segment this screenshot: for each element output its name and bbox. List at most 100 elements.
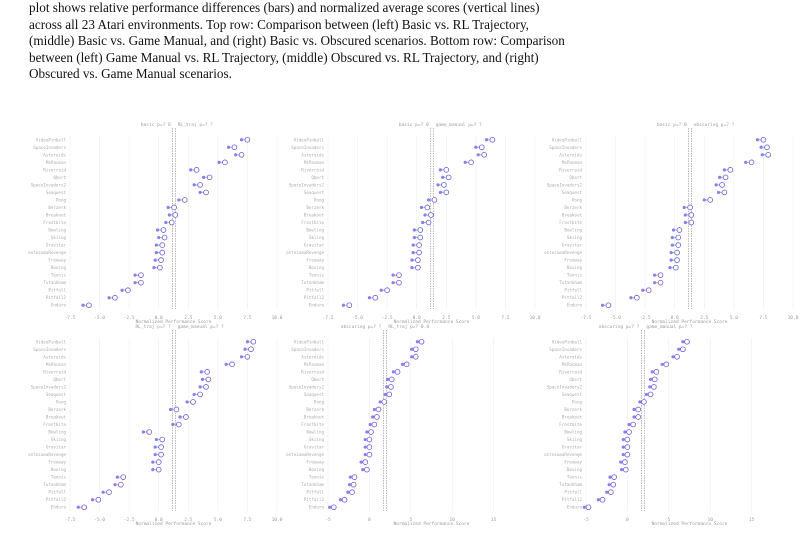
score-point bbox=[468, 159, 474, 166]
score-point bbox=[193, 167, 200, 173]
tick-label: -5.0 bbox=[94, 517, 105, 523]
score-point-small bbox=[436, 183, 440, 187]
tick-label: -5.0 bbox=[352, 315, 363, 321]
game-label: Berzerk bbox=[564, 407, 582, 412]
game-label: Asteroids bbox=[301, 152, 324, 157]
game-label: Frostbite bbox=[301, 220, 324, 225]
tick-label: 7.5 bbox=[243, 315, 251, 321]
tick-label: 0.0 bbox=[155, 517, 163, 523]
game-label: Seaquest bbox=[562, 392, 583, 397]
game-label: Gravitar bbox=[304, 445, 325, 450]
score-point bbox=[630, 421, 636, 428]
tick-label: 10.0 bbox=[272, 315, 283, 321]
score-point bbox=[181, 197, 188, 203]
score-point-small bbox=[368, 422, 372, 427]
score-point bbox=[684, 338, 690, 345]
score-point bbox=[349, 489, 355, 495]
game-label: Berzerk bbox=[564, 205, 582, 210]
score-point-small bbox=[171, 422, 175, 427]
score-point-small bbox=[716, 190, 721, 195]
score-point bbox=[155, 459, 162, 465]
game-label: Qbert bbox=[53, 175, 66, 180]
score-point-small bbox=[371, 415, 375, 419]
score-point-small bbox=[90, 498, 95, 502]
game-label: MsPacman bbox=[562, 160, 583, 165]
tick-label: -2.5 bbox=[382, 315, 393, 321]
score-point bbox=[238, 152, 245, 158]
score-point-small bbox=[641, 288, 645, 292]
score-point bbox=[197, 391, 203, 398]
game-label: Enduro bbox=[51, 303, 67, 308]
chart-svg: -5 0 5 10 15 Normalized Performance Score obsc… bbox=[286, 324, 497, 525]
score-point bbox=[608, 489, 614, 495]
tick-label: 5 bbox=[667, 517, 670, 523]
game-label: Tutankham bbox=[301, 482, 324, 487]
caption-line: across all 23 Atari environments. Top ro… bbox=[29, 16, 529, 32]
score-point bbox=[489, 136, 496, 143]
series-title-right: game_manual p=? ? bbox=[646, 324, 692, 330]
score-point bbox=[244, 354, 251, 360]
score-point-small bbox=[411, 243, 415, 247]
series-title-right: obscuring p=? ? bbox=[694, 122, 735, 128]
tick-label: -5 bbox=[583, 517, 589, 523]
score-point bbox=[425, 219, 432, 226]
score-point-small bbox=[410, 347, 414, 351]
score-point bbox=[626, 429, 632, 435]
score-point-small bbox=[391, 281, 395, 285]
score-point bbox=[412, 346, 419, 353]
score-point bbox=[674, 354, 680, 360]
score-point bbox=[158, 451, 164, 458]
chart-svg: -7.5 -5.0 -2.5 0.0 2.5 5.0 7.5 10.0 Normalized P… bbox=[28, 122, 283, 323]
caption-line: between (left) Game Manual vs. RL Trajec… bbox=[29, 49, 539, 65]
score-point-small bbox=[243, 347, 247, 351]
score-point-small bbox=[239, 138, 244, 142]
score-point-small bbox=[133, 273, 137, 277]
series-title-right: game_manual p=? ? bbox=[436, 122, 482, 128]
score-point-small bbox=[670, 235, 674, 240]
score-point bbox=[445, 174, 452, 181]
game-label: Asteroids bbox=[43, 152, 66, 157]
tick-label: -2.5 bbox=[124, 517, 135, 523]
score-point bbox=[663, 361, 670, 368]
game-label: Bowling bbox=[48, 228, 66, 233]
score-point bbox=[676, 227, 683, 233]
score-point bbox=[394, 369, 401, 375]
score-point bbox=[653, 369, 660, 375]
score-point bbox=[624, 436, 631, 443]
tick-label: -2.5 bbox=[124, 315, 135, 321]
score-point bbox=[81, 504, 87, 511]
score-point bbox=[112, 294, 118, 301]
series-title-left: obscuring p=? ? bbox=[599, 324, 640, 330]
score-point-small bbox=[670, 243, 674, 247]
tick-label: -7.5 bbox=[65, 315, 76, 321]
series-title-right: RL_traj p=? 0.8 bbox=[388, 324, 429, 330]
score-point bbox=[205, 376, 212, 383]
score-point-small bbox=[702, 198, 706, 202]
tick-label: -7.5 bbox=[581, 315, 592, 321]
series-title-right: RL_traj p=? ? bbox=[178, 122, 214, 128]
score-point-small bbox=[623, 430, 627, 434]
score-point bbox=[416, 249, 422, 256]
score-point-small bbox=[107, 296, 111, 300]
game-label: Breakout bbox=[562, 212, 583, 217]
game-label: MontezumaRevenge bbox=[544, 452, 582, 457]
score-point bbox=[765, 152, 771, 158]
score-point-small bbox=[154, 437, 158, 442]
score-point-small bbox=[650, 370, 654, 374]
score-point-small bbox=[632, 407, 636, 412]
score-point bbox=[415, 264, 421, 271]
tick-label: 10.0 bbox=[788, 315, 799, 321]
game-label: Pitfall2 bbox=[46, 497, 67, 502]
score-point-small bbox=[755, 138, 760, 142]
score-point-small bbox=[474, 145, 478, 149]
chart-panel-basic-vs-manual: -7.5 -5.0 -2.5 0.0 2.5 5.0 7.5 10.0 Normalized P… bbox=[286, 118, 541, 323]
score-point bbox=[183, 414, 189, 420]
score-point-small bbox=[607, 483, 611, 487]
game-label: Skiing bbox=[567, 235, 583, 240]
score-point-small bbox=[391, 370, 396, 374]
tick-label: 2.5 bbox=[442, 315, 450, 321]
game-label: Breakout bbox=[304, 212, 325, 217]
tick-label: 7.5 bbox=[243, 517, 251, 523]
game-label: Tennis bbox=[567, 475, 583, 480]
score-point-small bbox=[372, 407, 376, 412]
